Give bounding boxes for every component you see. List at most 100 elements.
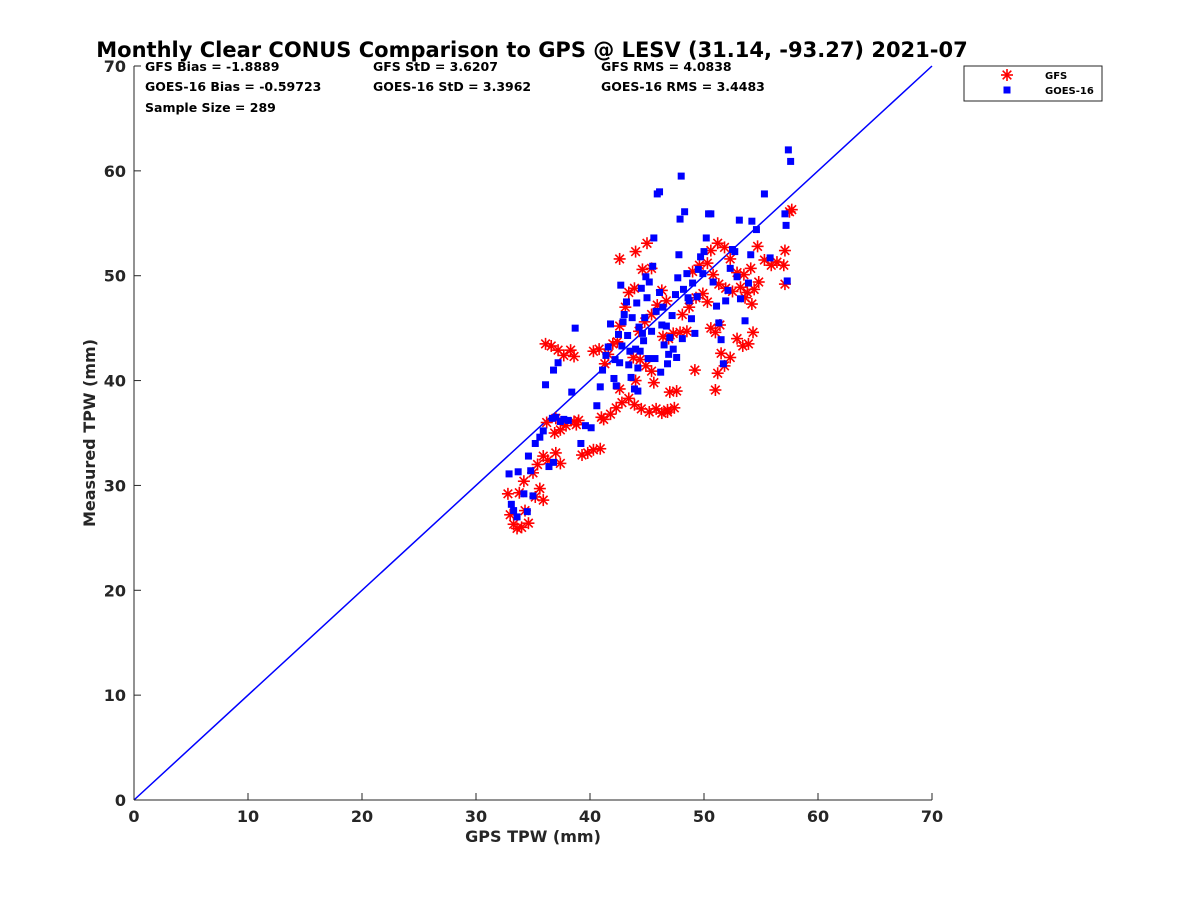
- goes-16-point: [687, 315, 695, 323]
- legend-goes-16-marker: [1003, 86, 1011, 94]
- gfs-point: [747, 326, 760, 339]
- goes-16-point: [724, 286, 732, 294]
- goes-16-point: [545, 463, 553, 471]
- goes-16-point: [618, 342, 626, 350]
- goes-16-point: [627, 373, 635, 381]
- goes-16-point: [693, 293, 701, 301]
- gfs-bias-text: GFS Bias = -1.8889: [145, 59, 279, 74]
- goes-16-point: [713, 302, 721, 310]
- goes-16-point: [599, 366, 607, 374]
- gfs-point: [501, 487, 514, 500]
- goes-16-point: [678, 335, 686, 343]
- goes-16-point: [560, 415, 568, 423]
- goes-16-point: [726, 264, 734, 272]
- goes-16-point: [640, 337, 648, 345]
- goes-16-point: [536, 433, 544, 441]
- goes-16-point: [571, 324, 579, 332]
- gfs-point: [593, 343, 606, 356]
- goes-16-point: [651, 355, 659, 363]
- gfs-point: [680, 325, 693, 338]
- goes-16-point: [554, 359, 562, 367]
- x-tick-label: 30: [465, 807, 487, 826]
- goes-16-point: [656, 188, 664, 196]
- y-axis-label: Measured TPW (mm): [80, 339, 99, 527]
- goes-16-point: [674, 274, 682, 282]
- gfs-point: [645, 365, 658, 378]
- gfs-point: [711, 237, 724, 250]
- x-tick-label: 20: [351, 807, 373, 826]
- gfs-point: [647, 376, 660, 389]
- goes-16-point: [702, 234, 710, 242]
- goes-16-point: [634, 387, 642, 395]
- gfs-point: [724, 252, 737, 265]
- x-tick-label: 50: [693, 807, 715, 826]
- gfs-point: [777, 259, 790, 272]
- legend-gfs-label: GFS: [1045, 71, 1067, 82]
- goes-16-point: [752, 226, 760, 234]
- goes-16-point: [626, 347, 634, 355]
- goes-16-point: [673, 354, 681, 362]
- goes-16-point: [659, 303, 667, 311]
- goes-16-point: [633, 299, 641, 307]
- gfs-point: [537, 450, 550, 463]
- goes-16-point: [587, 424, 595, 432]
- goes-16-point: [510, 507, 518, 515]
- x-tick-label: 10: [237, 807, 259, 826]
- chart-title: Monthly Clear CONUS Comparison to GPS @ …: [96, 38, 967, 62]
- goes-16-point: [520, 490, 528, 498]
- plot-area: [133, 65, 933, 801]
- statistics-annotation: GFS Bias = -1.8889 GFS StD = 3.6207 GFS …: [145, 59, 765, 115]
- goes-16-point: [529, 492, 537, 500]
- goes-16-point: [628, 314, 636, 322]
- goes-16-point: [660, 341, 668, 349]
- gfs-point: [545, 339, 558, 352]
- x-axis-ticks: 0 10 20 30 40 50 60 70: [128, 793, 943, 826]
- gfs-point: [785, 203, 798, 216]
- goes-16-point: [607, 320, 615, 328]
- gfs-point: [709, 384, 722, 397]
- goes-16-point: [596, 383, 604, 391]
- goes-16-point: [717, 336, 725, 344]
- goes-16-point: [641, 314, 649, 322]
- gfs-point: [572, 414, 585, 427]
- goes-16-point: [513, 513, 521, 521]
- goes-16-point: [709, 278, 717, 286]
- gfs-point: [641, 237, 653, 250]
- goes-16-point: [719, 360, 727, 368]
- goes-bias-text: GOES-16 Bias = -0.59723: [145, 79, 321, 94]
- goes-16-point: [747, 251, 755, 259]
- gfs-point: [610, 401, 623, 414]
- goes-16-point: [552, 413, 560, 421]
- goes-16-point: [642, 273, 650, 281]
- gfs-std-text: GFS StD = 3.6207: [373, 59, 498, 74]
- gfs-point: [613, 252, 626, 265]
- y-tick-label: 20: [104, 581, 126, 600]
- goes-16-point: [527, 467, 535, 475]
- goes-16-point: [691, 329, 699, 337]
- goes-16-point: [604, 343, 612, 351]
- gfs-point: [537, 494, 550, 507]
- goes-16-point: [657, 368, 665, 376]
- x-tick-label: 70: [921, 807, 943, 826]
- goes-16-point: [781, 210, 789, 218]
- one-to-one-reference-line: [133, 65, 933, 801]
- goes-16-point: [666, 334, 674, 342]
- goes-16-point: [782, 221, 790, 229]
- goes-16-point: [523, 508, 531, 516]
- gfs-point: [622, 286, 635, 299]
- gfs-point: [715, 347, 728, 360]
- goes-16-point: [625, 361, 633, 369]
- goes-16-point: [616, 359, 624, 367]
- y-tick-label: 10: [104, 686, 126, 705]
- gfs-point: [704, 244, 717, 257]
- x-tick-label: 0: [128, 807, 139, 826]
- goes-16-point: [684, 294, 692, 302]
- goes-16-point: [722, 297, 730, 305]
- goes-16-point: [766, 254, 774, 262]
- goes-16-point: [681, 208, 689, 216]
- gfs-point: [628, 398, 641, 411]
- goes-16-point: [784, 146, 792, 154]
- goes-16-point: [577, 439, 585, 447]
- gfs-point: [661, 406, 674, 419]
- goes-16-point: [672, 291, 679, 299]
